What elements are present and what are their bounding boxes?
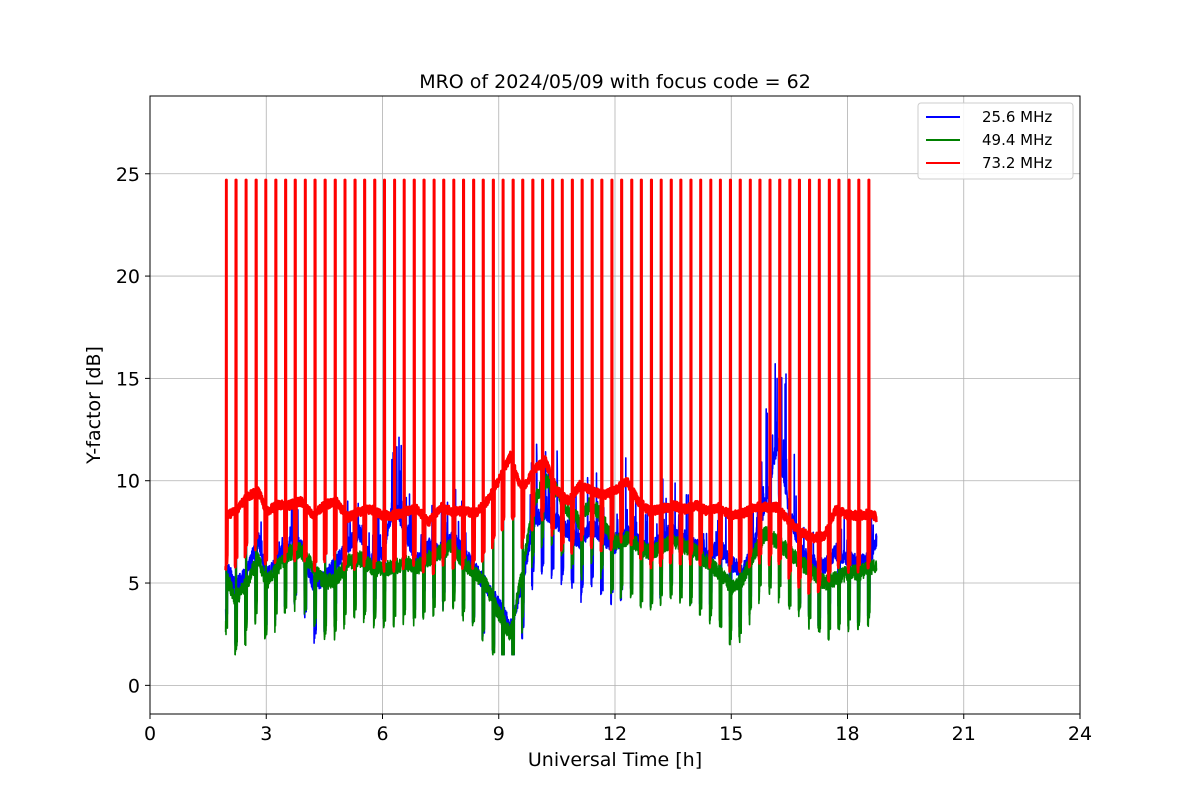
legend-label: 25.6 MHz [982, 108, 1052, 126]
x-tick-label: 3 [260, 723, 272, 745]
x-tick-label: 6 [376, 723, 388, 745]
series-layer [224, 178, 878, 656]
x-tick-label: 15 [719, 723, 743, 745]
y-tick-label: 5 [128, 573, 140, 595]
y-tick-label: 20 [116, 266, 140, 288]
chart-title: MRO of 2024/05/09 with focus code = 62 [419, 71, 811, 93]
legend-label: 49.4 MHz [982, 131, 1052, 149]
legend-box [917, 102, 1074, 180]
x-tick-label: 24 [1068, 723, 1092, 745]
x-tick-label: 12 [603, 723, 627, 745]
x-tick-label: 21 [952, 723, 976, 745]
plot-area [224, 178, 878, 656]
y-tick-label: 10 [116, 471, 140, 493]
x-axis-label: Universal Time [h] [528, 749, 702, 771]
x-tick-label: 0 [144, 723, 156, 745]
legend: 25.6 MHz 49.4 MHz 73.2 MHz [917, 102, 1074, 180]
ticks: 0 3 6 9 12 15 18 21 24 0 5 10 15 20 25 [116, 164, 1092, 745]
y-tick-label: 15 [116, 368, 140, 390]
y-axis-label: Y-factor [dB] [83, 346, 105, 465]
y-tick-label: 25 [116, 164, 140, 186]
x-tick-label: 18 [835, 723, 859, 745]
series-line-3 [224, 178, 878, 595]
legend-label: 73.2 MHz [982, 154, 1052, 172]
x-tick-label: 9 [493, 723, 505, 745]
y-tick-label: 0 [128, 675, 140, 697]
